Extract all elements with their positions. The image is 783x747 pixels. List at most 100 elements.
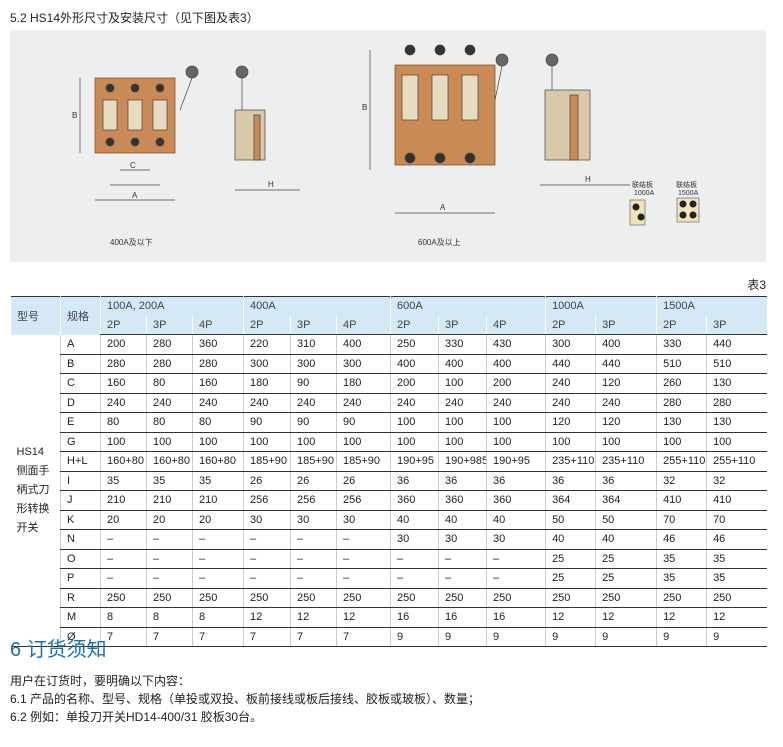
value-cell: 255+110: [656, 451, 707, 472]
value-cell: 330: [438, 334, 487, 355]
value-cell: 16: [486, 607, 546, 628]
value-cell: 250: [335, 588, 391, 608]
value-cell: 240: [290, 393, 337, 413]
header-poles: 2P: [656, 315, 707, 335]
type-label-line: 形转换: [16, 502, 50, 515]
value-cell: 9: [390, 627, 439, 647]
header-row-poles: 2P 3P 4P 2P 3P 4P 2P 3P 4P 2P 3P 2P 3P: [10, 315, 767, 335]
spec-key: B: [60, 354, 101, 374]
value-cell: 100: [390, 412, 439, 433]
value-cell: 280: [100, 354, 147, 374]
value-cell: 32: [706, 471, 767, 491]
value-cell: 100: [438, 412, 487, 433]
value-cell: 185+90: [243, 451, 291, 472]
value-cell: 40: [545, 529, 596, 550]
svg-text:C: C: [130, 161, 136, 170]
value-cell: 120: [595, 373, 657, 394]
value-cell: –: [335, 568, 391, 589]
spec-key: Ø: [60, 627, 101, 647]
spec-key: M: [60, 607, 101, 628]
value-cell: 300: [243, 354, 291, 374]
value-cell: 160+80: [146, 451, 193, 472]
value-cell: 160+80: [100, 451, 147, 472]
value-cell: 280: [192, 354, 244, 374]
value-cell: 250: [192, 588, 244, 608]
value-cell: 185+90: [290, 451, 337, 472]
value-cell: 256: [290, 490, 337, 511]
value-cell: 7: [146, 627, 193, 647]
order-intro: 用户在订货时，要明确以下内容：: [10, 674, 191, 688]
value-cell: 250: [390, 334, 439, 355]
table-row: I 35 35 35 26 26 26 36 36 36 36 36 32 32: [11, 471, 767, 491]
value-cell: 100: [335, 432, 391, 452]
value-cell: 160+80: [192, 451, 244, 472]
value-cell: 240: [545, 393, 596, 413]
header-spec: 规格: [60, 296, 101, 335]
value-cell: 12: [595, 607, 657, 628]
left-caption: 400A及以下: [110, 238, 153, 247]
value-cell: –: [390, 568, 439, 589]
value-cell: 250: [486, 588, 546, 608]
value-cell: 190+985: [438, 451, 487, 472]
value-cell: 50: [595, 510, 657, 530]
value-cell: 40: [486, 510, 546, 530]
value-cell: 32: [656, 471, 707, 491]
value-cell: 30: [335, 510, 391, 530]
value-cell: 100: [438, 373, 487, 394]
value-cell: 235+110: [595, 451, 657, 472]
large-switch-side-view: H: [540, 53, 630, 186]
link-plate-1000: [629, 199, 646, 226]
header-poles: 4P: [486, 315, 546, 335]
value-cell: 9: [706, 627, 767, 647]
value-cell: 280: [706, 393, 767, 413]
header-group: 100A, 200A: [100, 296, 244, 316]
value-cell: 100: [595, 432, 657, 452]
value-cell: 35: [656, 568, 707, 589]
value-cell: 250: [243, 588, 291, 608]
value-cell: 30: [438, 529, 487, 550]
value-cell: 160: [192, 373, 244, 394]
value-cell: 250: [545, 588, 596, 608]
value-cell: 26: [290, 471, 337, 491]
right-caption: 600A及以上: [418, 238, 461, 247]
value-cell: 235+110: [545, 451, 596, 472]
value-cell: 130: [706, 373, 767, 394]
value-cell: 12: [706, 607, 767, 628]
value-cell: 40: [438, 510, 487, 530]
spec-key: G: [60, 432, 101, 452]
value-cell: –: [290, 529, 337, 550]
value-cell: 220: [243, 334, 291, 355]
value-cell: 255+110: [706, 451, 767, 472]
table-row: G 100 100 100 100 100 100 100 100 100 100 100 100 100: [11, 432, 767, 452]
value-cell: 360: [390, 490, 439, 511]
value-cell: 240: [390, 393, 439, 413]
header-poles: 2P: [545, 315, 596, 335]
value-cell: 100: [438, 432, 487, 452]
value-cell: 360: [192, 334, 244, 355]
value-cell: 250: [100, 588, 147, 608]
header-poles: 2P: [100, 315, 147, 335]
value-cell: 8: [146, 607, 193, 628]
value-cell: 36: [545, 471, 596, 491]
table-row: P – – – – – – – – –25 25 35 35: [11, 568, 767, 589]
value-cell: 80: [146, 412, 193, 433]
table-row: HS14 侧面手 柄式刀 形转换 开关 A 200 280 360 220 310 400 250 330…: [11, 334, 767, 534]
dimension-drawing-svg: ACB H 400A及以下 AB H 600A及以上 联结板 1000A 联结板…: [72, 44, 700, 247]
value-cell: 70: [706, 510, 767, 530]
value-cell: 30: [486, 529, 546, 550]
value-cell: 100: [706, 432, 767, 452]
value-cell: 120: [595, 412, 657, 433]
link-1000-label: 联结板: [632, 180, 653, 189]
value-cell: 185+90: [335, 451, 391, 472]
value-cell: 8: [192, 607, 244, 628]
svg-text:A: A: [440, 203, 446, 212]
value-cell: –: [100, 549, 147, 569]
value-cell: 200: [390, 373, 439, 394]
value-cell: 35: [100, 471, 147, 491]
value-cell: 250: [390, 588, 439, 608]
value-cell: 510: [656, 354, 707, 374]
spec-key: D: [60, 393, 101, 413]
type-label-line: 开关: [16, 521, 39, 534]
